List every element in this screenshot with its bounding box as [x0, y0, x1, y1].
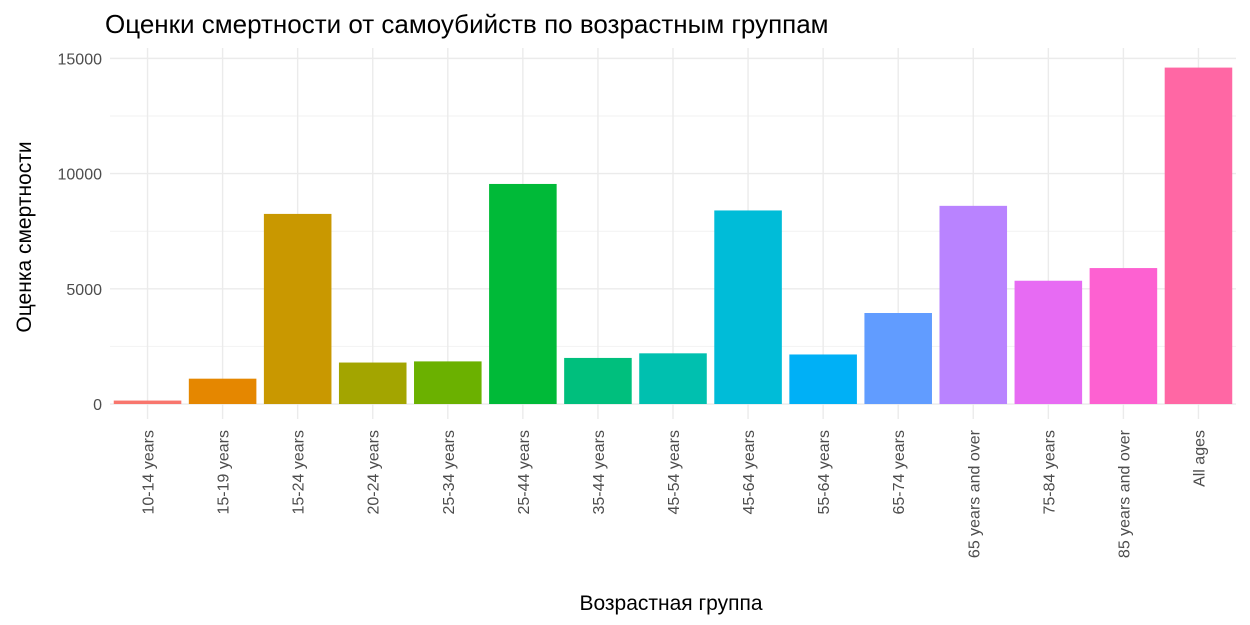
x-tick-label: 35-44 years — [591, 430, 608, 515]
bar-65-74-years — [864, 313, 932, 405]
x-tick-label: 65-74 years — [891, 430, 908, 515]
x-tick-label: 15-24 years — [291, 430, 308, 515]
x-tick-label: 25-44 years — [516, 430, 533, 515]
bar-25-34-years — [414, 361, 482, 405]
y-tick-labels: 0 5000 10000 15000 — [58, 51, 103, 414]
bar-45-54-years — [639, 353, 707, 405]
x-axis-title: Возрастная группа — [579, 592, 762, 615]
bars — [113, 67, 1233, 405]
x-tick-label: 15-19 years — [216, 430, 233, 515]
x-tick-label: 75-84 years — [1041, 430, 1058, 515]
y-axis-title: Оценка смертности — [13, 141, 36, 332]
bar-75-84-years — [1014, 280, 1083, 405]
x-tick-label: 25-34 years — [441, 430, 458, 515]
x-tick-label: 20-24 years — [366, 430, 383, 515]
bar-65-years-and-over — [939, 205, 1008, 405]
bar-85-years-and-over — [1089, 268, 1158, 405]
x-tick-label: 85 years and over — [1116, 429, 1133, 558]
bar-15-24-years — [263, 213, 332, 405]
x-tick-label: All ages — [1191, 430, 1208, 487]
x-tick-label: 45-64 years — [741, 430, 758, 515]
bar-20-24-years — [338, 362, 407, 405]
x-tick-label: 55-64 years — [816, 430, 833, 515]
y-tick-label: 0 — [93, 397, 102, 414]
bar-10-14-years — [113, 400, 182, 405]
bar-45-64-years — [714, 210, 782, 405]
bar-55-64-years — [789, 354, 857, 405]
x-tick-label: 45-54 years — [666, 430, 683, 515]
bar-all-ages — [1164, 67, 1233, 405]
bar-15-19-years — [188, 378, 257, 405]
bar-35-44-years — [564, 357, 632, 405]
chart-title: Оценки смертности от самоубийств по возр… — [105, 9, 829, 39]
x-tick-labels: 10-14 years 15-19 years 15-24 years 20-24 y… — [141, 429, 1209, 558]
y-tick-label: 10000 — [58, 167, 103, 184]
x-tick-label: 10-14 years — [141, 430, 158, 515]
bar-25-44-years — [489, 183, 557, 405]
y-tick-label: 5000 — [66, 282, 102, 299]
x-tick-label: 65 years and over — [966, 429, 983, 558]
y-tick-label: 15000 — [58, 51, 103, 68]
